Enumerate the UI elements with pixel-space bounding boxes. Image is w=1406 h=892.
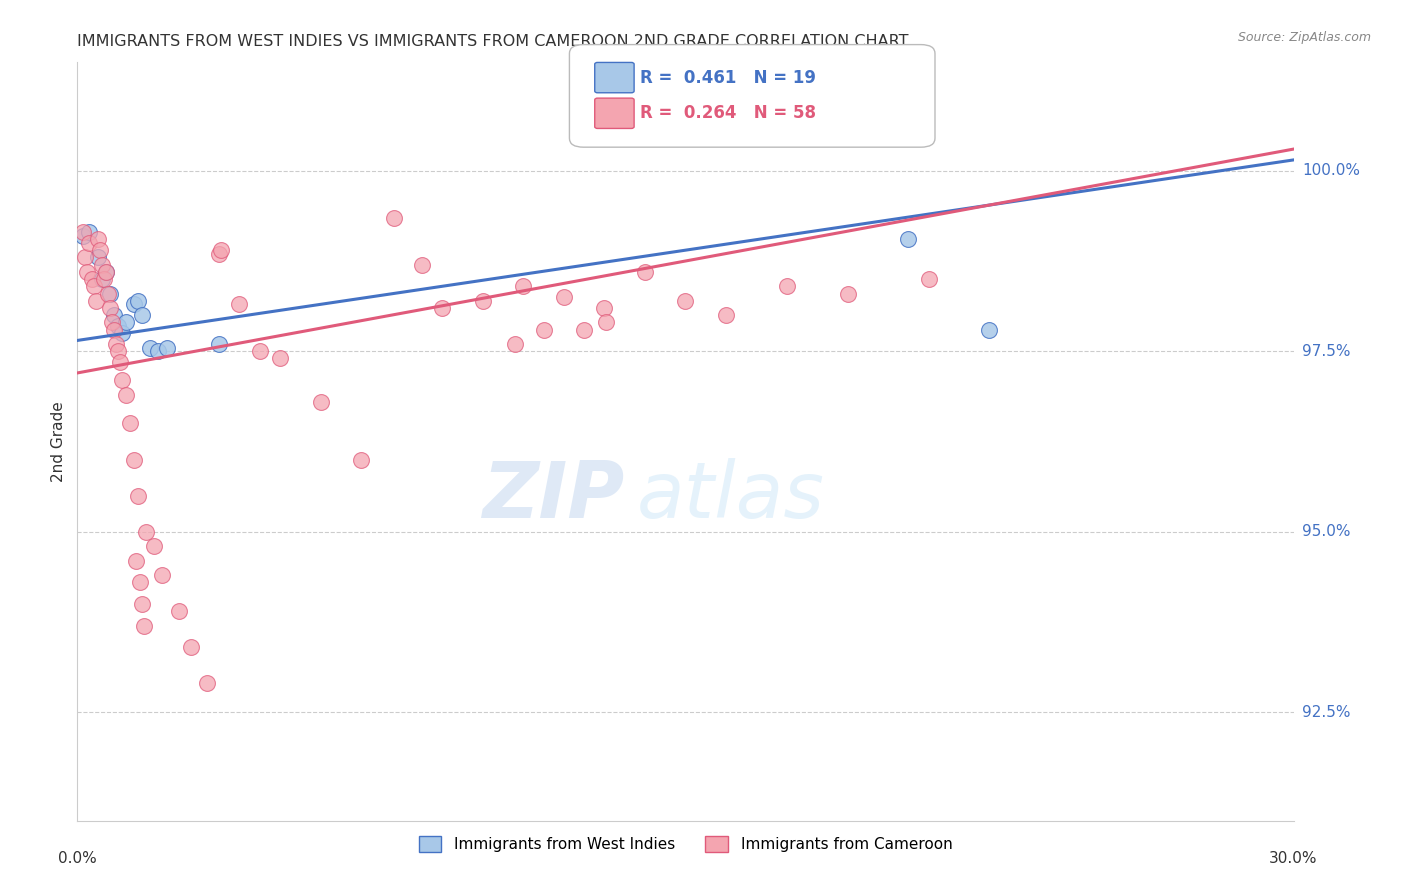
Point — [90, 272, 112, 286]
Point — [115, 387, 138, 401]
Point — [107, 344, 129, 359]
Text: ZIP: ZIP — [482, 458, 624, 533]
Text: atlas: atlas — [637, 458, 825, 533]
Point — [72, 225, 94, 239]
Point — [228, 297, 250, 311]
Y-axis label: 2nd Grade: 2nd Grade — [51, 401, 66, 482]
Point — [714, 308, 737, 322]
Point — [79, 225, 101, 239]
Point — [979, 323, 1001, 337]
Text: 0.0%: 0.0% — [58, 851, 97, 866]
Point — [180, 640, 202, 655]
Point — [309, 394, 332, 409]
Point — [98, 301, 121, 315]
Point — [94, 265, 117, 279]
Point — [837, 286, 859, 301]
Point — [103, 323, 125, 337]
Text: R =  0.264   N = 58: R = 0.264 N = 58 — [640, 104, 815, 122]
Point — [135, 524, 157, 539]
Text: R =  0.461   N = 19: R = 0.461 N = 19 — [640, 69, 815, 87]
Point — [98, 286, 121, 301]
Point — [80, 272, 103, 286]
Point — [249, 344, 271, 359]
Text: 97.5%: 97.5% — [1302, 343, 1350, 359]
Point — [350, 452, 373, 467]
Point — [79, 235, 101, 250]
Point — [918, 272, 941, 286]
Text: 30.0%: 30.0% — [1270, 851, 1317, 866]
Point — [572, 323, 595, 337]
Point — [97, 286, 120, 301]
Point — [471, 293, 494, 308]
Point — [512, 279, 534, 293]
Text: 92.5%: 92.5% — [1302, 705, 1350, 720]
Point — [131, 308, 153, 322]
Point — [503, 337, 526, 351]
Point — [115, 315, 138, 329]
Point — [382, 211, 405, 225]
Legend: Immigrants from West Indies, Immigrants from Cameroon: Immigrants from West Indies, Immigrants … — [412, 830, 959, 858]
Point — [897, 232, 920, 246]
Point — [148, 344, 170, 359]
Point — [634, 265, 657, 279]
Point — [101, 315, 124, 329]
Point — [86, 251, 108, 265]
Point — [139, 341, 162, 355]
Point — [411, 258, 433, 272]
Point — [93, 272, 115, 286]
Point — [155, 341, 177, 355]
Point — [152, 568, 174, 582]
Point — [595, 315, 617, 329]
Point — [776, 279, 799, 293]
Point — [125, 554, 148, 568]
Point — [111, 326, 134, 341]
Point — [94, 265, 117, 279]
Point — [134, 618, 156, 632]
Point — [675, 293, 697, 308]
Point — [269, 351, 291, 366]
Point — [208, 337, 231, 351]
Point — [89, 243, 111, 257]
Point — [118, 417, 141, 431]
Point — [553, 290, 575, 304]
Point — [107, 318, 129, 333]
Text: 95.0%: 95.0% — [1302, 524, 1350, 540]
Point — [127, 489, 149, 503]
Point — [209, 243, 232, 257]
Point — [593, 301, 616, 315]
Point — [208, 247, 231, 261]
Point — [86, 232, 108, 246]
Point — [84, 293, 107, 308]
Point — [127, 293, 149, 308]
Point — [129, 575, 152, 590]
Text: IMMIGRANTS FROM WEST INDIES VS IMMIGRANTS FROM CAMEROON 2ND GRADE CORRELATION CH: IMMIGRANTS FROM WEST INDIES VS IMMIGRANT… — [77, 34, 908, 49]
Point — [122, 452, 145, 467]
Point — [72, 228, 94, 243]
Point — [103, 308, 125, 322]
Point — [83, 279, 105, 293]
Point — [90, 258, 112, 272]
Point — [75, 251, 97, 265]
Text: 100.0%: 100.0% — [1302, 163, 1360, 178]
Point — [143, 539, 166, 553]
Point — [111, 373, 134, 387]
Point — [122, 297, 145, 311]
Point — [195, 676, 218, 690]
Point — [430, 301, 453, 315]
Point — [533, 323, 555, 337]
Text: Source: ZipAtlas.com: Source: ZipAtlas.com — [1237, 31, 1371, 45]
Point — [131, 597, 153, 611]
Point — [108, 355, 131, 369]
Point — [76, 265, 98, 279]
Point — [167, 604, 190, 618]
Point — [104, 337, 127, 351]
